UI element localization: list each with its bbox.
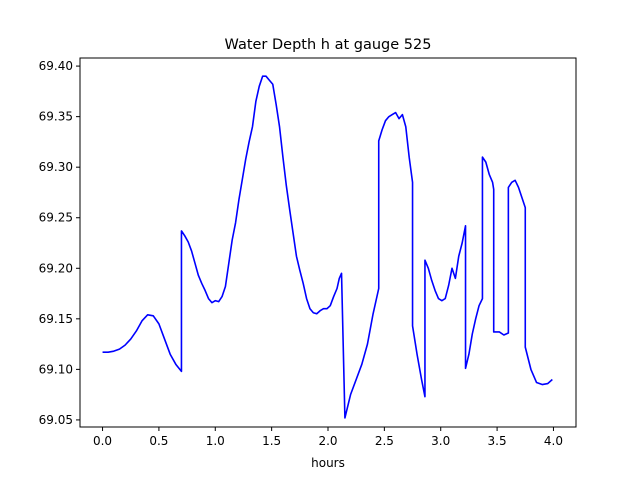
x-tick-label: 2.5 — [375, 434, 394, 448]
plot-area — [102, 75, 553, 419]
x-tick-label: 4.0 — [544, 434, 563, 448]
y-tick-label: 69.15 — [39, 312, 73, 326]
x-tick-label: 0.0 — [93, 434, 112, 448]
series-line-0 — [102, 75, 553, 419]
y-tick-label: 69.30 — [39, 160, 73, 174]
chart-title: Water Depth h at gauge 525 — [225, 37, 432, 53]
axis-ticks: 0.0 0.5 1.0 1.5 2.0 2.5 3.0 3.5 4.0 69.05 69.10 69.… — [39, 59, 563, 448]
y-tick-label: 69.20 — [39, 261, 73, 275]
x-tick-label: 3.0 — [431, 434, 450, 448]
x-tick-label: 2.0 — [318, 434, 337, 448]
plot-frame — [79, 57, 577, 428]
x-tick-label: 1.5 — [262, 434, 281, 448]
y-tick-label: 69.05 — [39, 413, 73, 427]
x-tick-label: 3.5 — [488, 434, 507, 448]
x-tick-label: 0.5 — [149, 434, 168, 448]
y-tick-label: 69.35 — [39, 110, 73, 124]
x-tick-label: 1.0 — [206, 434, 225, 448]
y-tick-label: 69.25 — [39, 211, 73, 225]
y-tick-label: 69.40 — [39, 59, 73, 73]
x-axis-label: hours — [311, 456, 345, 470]
y-tick-label: 69.10 — [39, 362, 73, 376]
